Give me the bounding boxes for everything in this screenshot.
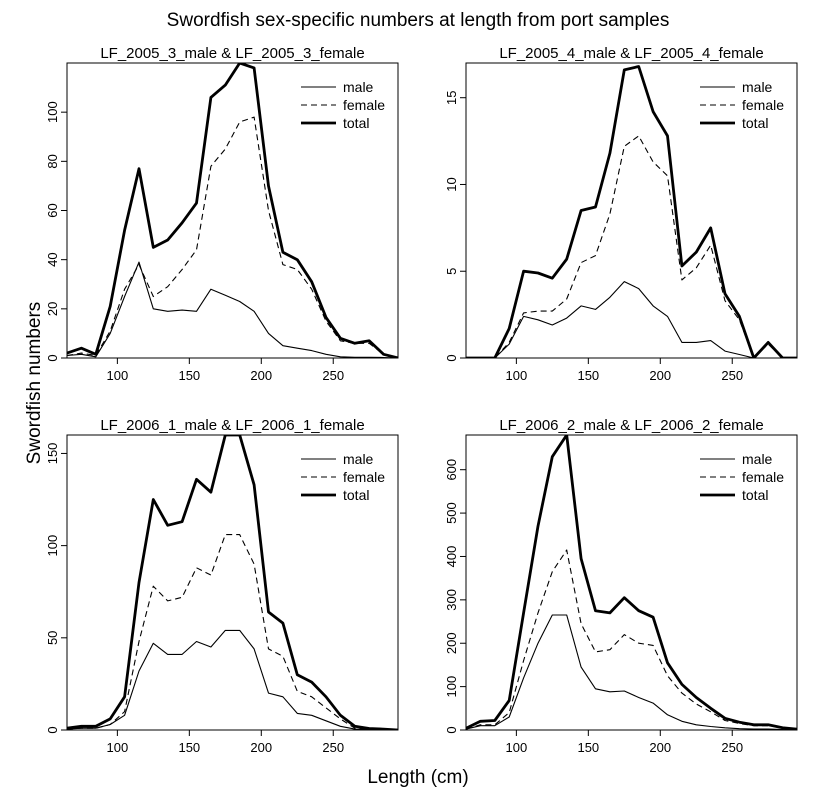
legend-label-male: male: [343, 451, 374, 467]
x-tick-label: 150: [178, 368, 200, 383]
plot-frame: [465, 434, 798, 731]
series-line-total: [466, 435, 797, 730]
legend: male female total: [301, 451, 385, 503]
x-tick-label: 150: [577, 368, 599, 383]
y-axis-title: Swordfish numbers: [24, 302, 45, 465]
series-line-female: [466, 549, 797, 730]
series-line-male: [67, 629, 398, 730]
x-tick-label: 150: [577, 740, 599, 755]
y-tick-label: 10: [444, 177, 459, 191]
y-tick-label: 150: [45, 443, 60, 465]
x-tick-label: 200: [649, 740, 671, 755]
panel-3: LF_2006_1_male & LF_2006_1_female 100 150 2…: [45, 417, 399, 755]
panel-title: LF_2006_1_male & LF_2006_1_female: [100, 417, 364, 434]
series-line-female: [466, 135, 797, 358]
series-line-total: [67, 63, 398, 358]
series-line-female: [67, 116, 398, 358]
x-tick-label: 150: [178, 740, 200, 755]
figure-title: Swordfish sex-specific numbers at length…: [167, 10, 670, 31]
x-tick-label: 100: [506, 740, 528, 755]
y-tick-label: 500: [444, 502, 459, 524]
x-tick-label: 250: [322, 740, 344, 755]
plot-frame: [465, 62, 798, 359]
x-tick-label: 100: [506, 368, 528, 383]
legend-label-female: female: [343, 469, 385, 485]
panel-title: LF_2005_4_male & LF_2005_4_female: [499, 45, 763, 62]
y-tick-label: 15: [444, 90, 459, 104]
legend-label-female: female: [742, 97, 784, 113]
legend-label-female: female: [742, 469, 784, 485]
legend-label-total: total: [742, 487, 768, 503]
y-tick-label: 100: [45, 535, 60, 557]
x-tick-label: 250: [721, 368, 743, 383]
y-tick-label: 0: [444, 354, 459, 361]
legend: male female total: [700, 79, 784, 131]
y-tick-label: 60: [45, 203, 60, 217]
legend-label-female: female: [343, 97, 385, 113]
legend-label-total: total: [343, 487, 369, 503]
y-tick-label: 100: [45, 101, 60, 123]
legend-label-male: male: [742, 451, 773, 467]
legend-label-total: total: [343, 115, 369, 131]
y-tick-label: 40: [45, 252, 60, 266]
y-tick-label: 20: [45, 302, 60, 316]
series-line-male: [466, 281, 797, 358]
y-tick-label: 0: [444, 726, 459, 733]
y-tick-label: 100: [444, 676, 459, 698]
y-tick-label: 80: [45, 154, 60, 168]
panel-title: LF_2006_2_male & LF_2006_2_female: [499, 417, 763, 434]
legend-label-male: male: [742, 79, 773, 95]
y-tick-label: 0: [45, 726, 60, 733]
x-tick-label: 200: [250, 740, 272, 755]
legend: male female total: [301, 79, 385, 131]
y-tick-label: 200: [444, 632, 459, 654]
series-line-total: [67, 435, 398, 730]
series-line-total: [466, 65, 797, 358]
y-tick-label: 600: [444, 459, 459, 481]
y-tick-label: 400: [444, 546, 459, 568]
x-tick-label: 250: [322, 368, 344, 383]
x-tick-label: 100: [107, 740, 129, 755]
series-line-female: [67, 534, 398, 730]
y-tick-label: 50: [45, 631, 60, 645]
series-line-male: [466, 614, 797, 730]
y-tick-label: 300: [444, 589, 459, 611]
y-tick-label: 5: [444, 268, 459, 275]
x-tick-label: 200: [250, 368, 272, 383]
x-tick-label: 100: [107, 368, 129, 383]
legend-label-male: male: [343, 79, 374, 95]
x-axis-title: Length (cm): [367, 767, 468, 788]
legend-label-total: total: [742, 115, 768, 131]
x-tick-label: 250: [721, 740, 743, 755]
panel-1: LF_2005_3_male & LF_2005_3_female 100 150 2…: [45, 45, 399, 383]
panel-4: LF_2006_2_male & LF_2006_2_female 100 150 2…: [444, 417, 798, 755]
legend: male female total: [700, 451, 784, 503]
x-tick-label: 200: [649, 368, 671, 383]
series-line-male: [67, 261, 398, 358]
y-tick-label: 0: [45, 354, 60, 361]
panel-title: LF_2005_3_male & LF_2005_3_female: [100, 45, 364, 62]
